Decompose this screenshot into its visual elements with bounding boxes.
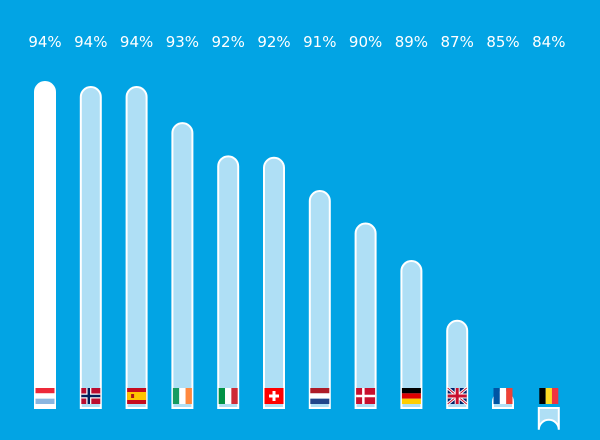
flag-dk-icon — [356, 388, 376, 404]
flag-fr-icon — [493, 388, 513, 404]
value-label: 91% — [303, 33, 336, 51]
flag-it-icon — [218, 388, 238, 404]
flag-es-icon — [127, 388, 147, 404]
flag-gb-icon — [446, 386, 468, 406]
bar-belgium — [537, 407, 560, 430]
flag-ch-icon — [264, 388, 284, 404]
flag-de-icon — [401, 388, 421, 404]
flag-no-icon — [81, 388, 101, 404]
value-label: 92% — [257, 33, 290, 51]
bar-spain — [125, 86, 148, 409]
bar-united-kingdom — [446, 319, 469, 409]
value-label: 89% — [395, 33, 428, 51]
value-label: 90% — [349, 33, 382, 51]
flag-be-icon — [539, 388, 559, 404]
bar-norway — [79, 86, 102, 409]
value-label: 94% — [120, 33, 153, 51]
value-label: 85% — [486, 33, 519, 51]
bar-denmark — [354, 222, 377, 409]
flag-ie-icon — [172, 388, 192, 404]
value-label: 93% — [166, 33, 199, 51]
flag-lu-icon — [35, 388, 55, 404]
bar-netherlands — [308, 190, 331, 409]
value-label: 84% — [532, 33, 565, 51]
bar-switzerland — [263, 156, 285, 409]
bar-germany — [400, 260, 423, 409]
bar-italy — [217, 155, 240, 409]
bar-ireland — [171, 122, 194, 409]
value-label: 87% — [441, 33, 474, 51]
value-label: 94% — [28, 33, 61, 51]
flag-nl-icon — [310, 388, 330, 404]
value-label: 94% — [74, 33, 107, 51]
value-label: 92% — [212, 33, 245, 51]
bar-luxembourg — [34, 81, 56, 409]
